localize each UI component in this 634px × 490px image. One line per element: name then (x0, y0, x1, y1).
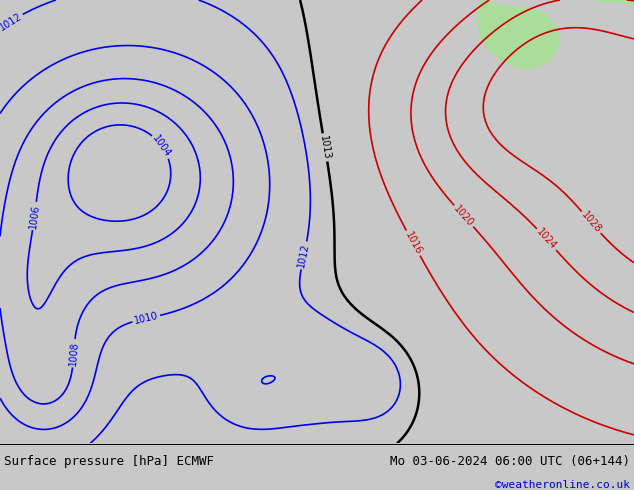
Text: 1010: 1010 (133, 311, 159, 326)
Text: 1012: 1012 (297, 243, 311, 269)
Polygon shape (480, 0, 634, 10)
Text: 1006: 1006 (28, 203, 41, 229)
Polygon shape (560, 0, 634, 10)
Text: 1028: 1028 (579, 210, 603, 235)
Text: 1020: 1020 (451, 203, 476, 228)
Text: 1016: 1016 (403, 230, 424, 256)
Polygon shape (590, 0, 634, 5)
Polygon shape (200, 79, 634, 443)
Text: 1004: 1004 (151, 133, 173, 159)
Polygon shape (400, 0, 634, 443)
Text: 1024: 1024 (534, 227, 559, 252)
Text: Surface pressure [hPa] ECMWF: Surface pressure [hPa] ECMWF (4, 455, 214, 467)
Text: 1008: 1008 (68, 341, 80, 366)
Text: Mo 03-06-2024 06:00 UTC (06+144): Mo 03-06-2024 06:00 UTC (06+144) (390, 455, 630, 467)
Text: 1012: 1012 (0, 11, 23, 32)
Text: 1013: 1013 (318, 134, 332, 160)
Text: ©weatheronline.co.uk: ©weatheronline.co.uk (495, 480, 630, 490)
Polygon shape (478, 0, 560, 69)
